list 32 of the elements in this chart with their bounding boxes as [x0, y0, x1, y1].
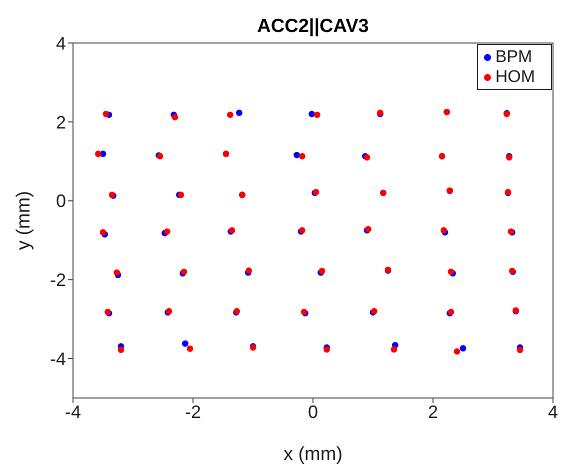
y-axis-title: y (mm)	[14, 190, 34, 250]
x-tick-label: 4	[548, 402, 558, 422]
x-tick-label: 0	[308, 402, 318, 422]
point	[314, 112, 320, 118]
x-tick-label: 2	[428, 402, 438, 422]
point	[182, 340, 188, 347]
point	[114, 269, 120, 276]
chart-title: ACC2||CAV3	[256, 16, 370, 38]
point	[454, 348, 460, 355]
point	[118, 346, 124, 354]
point	[95, 150, 102, 158]
y-tick-label: -2	[50, 270, 66, 290]
point	[308, 110, 315, 118]
point	[460, 345, 466, 352]
legend-label: HOM	[495, 67, 535, 86]
point	[164, 228, 170, 235]
y-tick-label: -4	[50, 348, 66, 369]
point	[102, 110, 110, 118]
y-tick-label: 0	[56, 191, 66, 212]
y-tick-label: 4	[56, 33, 66, 54]
point	[186, 345, 194, 352]
point	[172, 114, 178, 120]
y-tick-label: 2	[56, 112, 66, 132]
point	[294, 152, 300, 158]
point	[236, 110, 242, 116]
point	[390, 346, 398, 353]
point	[227, 112, 234, 118]
legend-label: BPM	[495, 47, 532, 66]
point	[516, 346, 524, 354]
point	[299, 153, 306, 160]
x-axis-title: x (mm)	[283, 444, 343, 465]
x-tick-label: -2	[184, 402, 202, 422]
